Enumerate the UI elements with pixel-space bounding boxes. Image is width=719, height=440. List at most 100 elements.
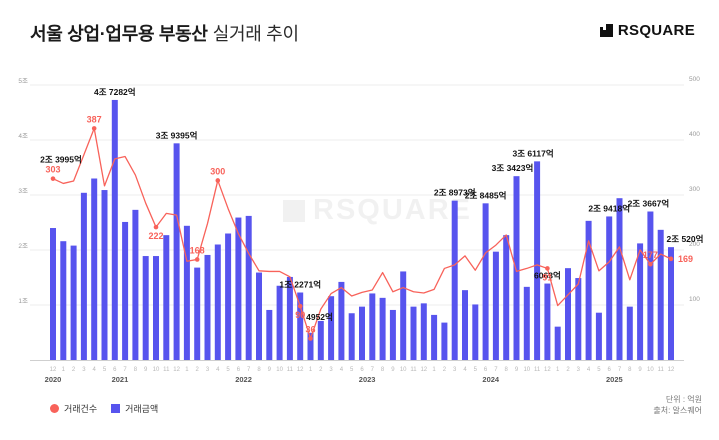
year-label-2020: 2020 [45,375,62,384]
bar-49 [554,326,561,360]
x-tick: 9 [638,367,642,373]
x-tick: 12 [420,367,427,373]
x-tick: 2 [443,367,447,373]
bar-28 [338,281,345,360]
title-bold: 서울 상업·업무용 부동산 [30,24,208,44]
x-tick: 12 [173,367,180,373]
bar-17 [225,233,232,360]
x-tick: 5 [474,367,478,373]
bar-26 [317,320,324,360]
x-tick: 10 [523,367,530,373]
bar-43 [492,251,499,360]
x-tick: 11 [410,367,417,373]
bar-38 [441,322,448,360]
y-tick-right: 100 [689,296,700,303]
data-point-0 [50,176,56,181]
data-point-14 [194,257,200,262]
y-tick-left: 4조 [18,132,28,140]
bar-42 [482,203,489,360]
data-point-24 [297,303,303,309]
x-tick: 4 [463,367,467,373]
bar-57 [637,243,644,360]
footnote-unit: 단위 : 억원 [665,395,702,404]
bar-33 [389,309,396,360]
bar-59 [657,229,664,360]
bar-value-label: 2조 3667억 [628,199,670,209]
bar-30 [359,306,365,360]
bar-48 [544,283,551,360]
bar-6 [111,99,118,360]
count-label: 168 [190,245,205,255]
bar-44 [503,235,510,360]
y-tick-right: 200 [689,241,700,248]
bar-29 [348,313,355,360]
year-label-2025: 2025 [606,375,623,384]
bar-51 [575,278,582,360]
y-tick-left: 3조 [18,187,28,195]
x-tick: 7 [123,367,127,373]
x-tick: 12 [544,367,551,373]
bar-46 [523,286,530,360]
x-tick: 1 [432,367,436,373]
bar-22 [276,285,283,360]
x-tick: 9 [391,367,395,373]
rsquare-logo: RSQUARE [599,22,695,39]
bar-7 [122,221,129,360]
data-point-60 [668,256,674,262]
count-label: 169 [678,254,693,264]
title-regular: 실거래 추이 [212,24,299,44]
data-point-48 [545,266,550,271]
amount-marker-icon [111,404,121,413]
x-tick: 9 [268,367,272,373]
bar-value-label: 4조 7282억 [94,87,136,97]
x-tick: 2 [196,367,200,373]
x-tick: 10 [276,367,283,373]
bar-31 [369,293,376,360]
bar-58 [647,211,654,360]
bar-54 [606,216,613,360]
rsquare-logo-text: RSQUARE [617,22,695,39]
y-tick-left: 5조 [18,77,28,85]
bar-value-label: 3조 3423억 [492,163,534,173]
x-tick: 4 [587,367,591,373]
count-marker-icon [50,404,59,413]
x-tick: 6 [608,367,612,373]
bar-value-label: 4952억 [306,312,333,322]
x-tick: 10 [647,367,654,373]
bar-value-label: 6063억 [534,271,561,281]
bar-8 [132,209,139,360]
watermark: RSQUARE [283,194,472,227]
x-tick: 9 [515,367,519,373]
bar-value-label: 3조 9395억 [156,130,198,140]
bar-11 [163,235,170,360]
bar-value-label: 2조 8973억 [434,188,476,198]
bar-1 [60,241,67,360]
bar-37 [431,314,438,360]
x-tick: 4 [93,367,97,373]
x-tick: 6 [484,367,488,373]
bar-32 [379,297,386,360]
x-tick: 6 [360,367,364,373]
legend-item-count: 거래건수 [50,402,97,415]
bar-3 [80,192,87,360]
bar-36 [420,303,427,360]
data-point-16 [215,178,221,183]
year-label-2023: 2023 [359,375,376,384]
bar-value-label: 1조 2271억 [279,280,321,290]
count-label: 90 [295,310,305,320]
bar-39 [451,200,458,360]
x-tick: 3 [329,367,333,373]
y-tick-left: 2조 [18,242,28,250]
bar-55 [616,198,623,360]
x-tick: 7 [494,367,498,373]
rsquare-logo-icon [599,24,613,37]
footnote-source: 출처: 알스퀘어 [653,406,702,415]
x-tick: 8 [628,367,632,373]
x-tick: 6 [113,367,117,373]
y-tick-left: 1조 [18,297,28,305]
count-label: 387 [87,114,102,124]
bar-5 [101,190,108,360]
legend-item-amount: 거래금액 [111,402,158,415]
x-tick: 1 [62,367,66,373]
